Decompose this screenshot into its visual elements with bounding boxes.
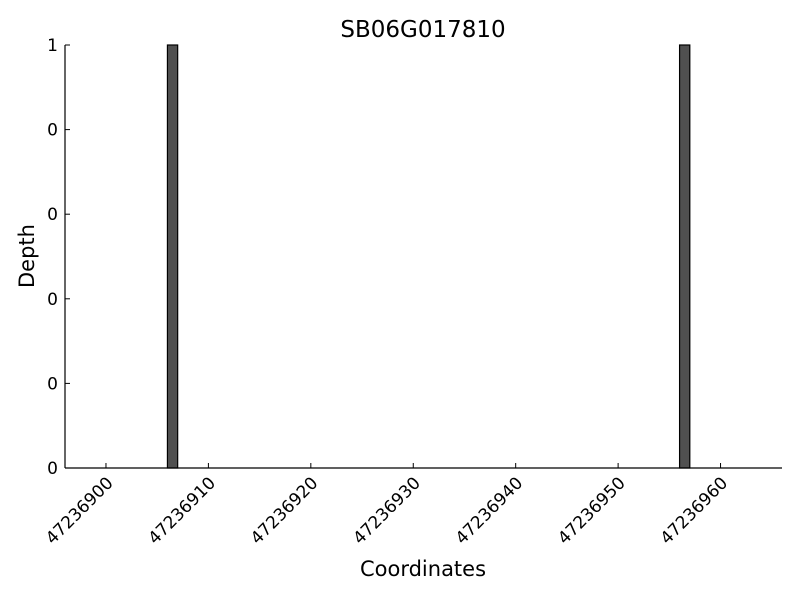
y-tick-label: 0 [47, 205, 58, 225]
chart-title: SB06G017810 [340, 17, 505, 43]
x-tick-label: 47236950 [554, 473, 629, 548]
x-tick-label: 47236910 [145, 473, 220, 548]
x-tick-label: 47236940 [452, 473, 527, 548]
y-tick-label: 0 [47, 374, 58, 394]
x-tick-label: 47236960 [657, 473, 732, 548]
y-tick-label: 0 [47, 459, 58, 479]
y-tick-label: 1 [47, 36, 58, 56]
y-axis-label: Depth [15, 224, 39, 288]
x-axis-label: Coordinates [360, 557, 486, 581]
x-tick-label: 47236920 [247, 473, 322, 548]
bar-0 [166, 44, 179, 469]
x-tick-label: 47236900 [42, 473, 117, 548]
y-tick-label: 0 [47, 290, 58, 310]
y-tick-label: 0 [47, 121, 58, 141]
bar-1 [678, 44, 691, 469]
x-tick-label: 47236930 [349, 473, 424, 548]
